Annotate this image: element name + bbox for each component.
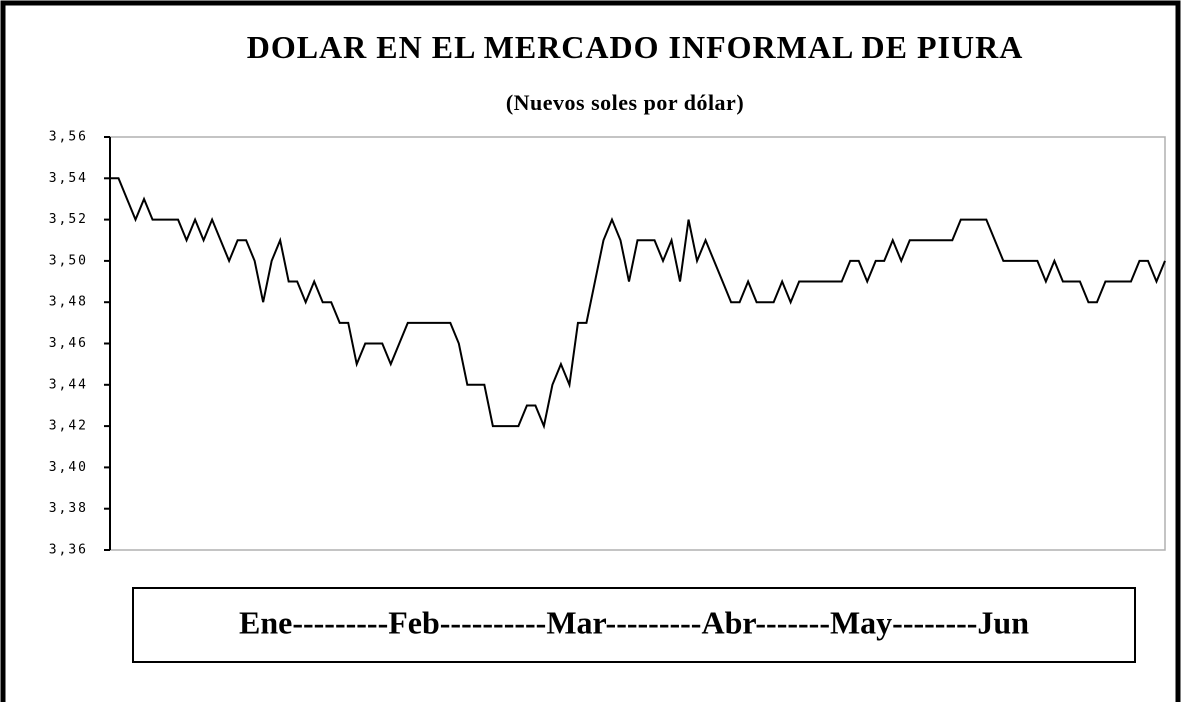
x-axis-label: Ene---------Feb----------Mar---------Abr…	[239, 604, 1029, 640]
y-tick-label: 3,54	[49, 171, 88, 186]
y-tick-label: 3,50	[49, 253, 88, 268]
y-tick-label: 3,46	[49, 336, 88, 351]
y-tick-label: 3,48	[49, 295, 88, 310]
x-label-box	[132, 587, 1136, 663]
y-tick-label: 3,36	[49, 543, 88, 558]
plot-area	[109, 136, 1166, 551]
y-tick-label: 3,52	[49, 212, 88, 227]
y-tick-label: 3,42	[49, 419, 88, 434]
y-tick-label: 3,56	[49, 130, 88, 145]
data-line	[110, 177, 1166, 430]
y-tick-label: 3,44	[49, 377, 88, 392]
y-tick-label: 3,38	[49, 501, 88, 516]
y-tick-label: 3,40	[49, 460, 88, 475]
chart-subtitle: (Nuevos soles por dólar)	[506, 90, 744, 115]
chart-title: DOLAR EN EL MERCADO INFORMAL DE PIURA	[247, 29, 1024, 65]
